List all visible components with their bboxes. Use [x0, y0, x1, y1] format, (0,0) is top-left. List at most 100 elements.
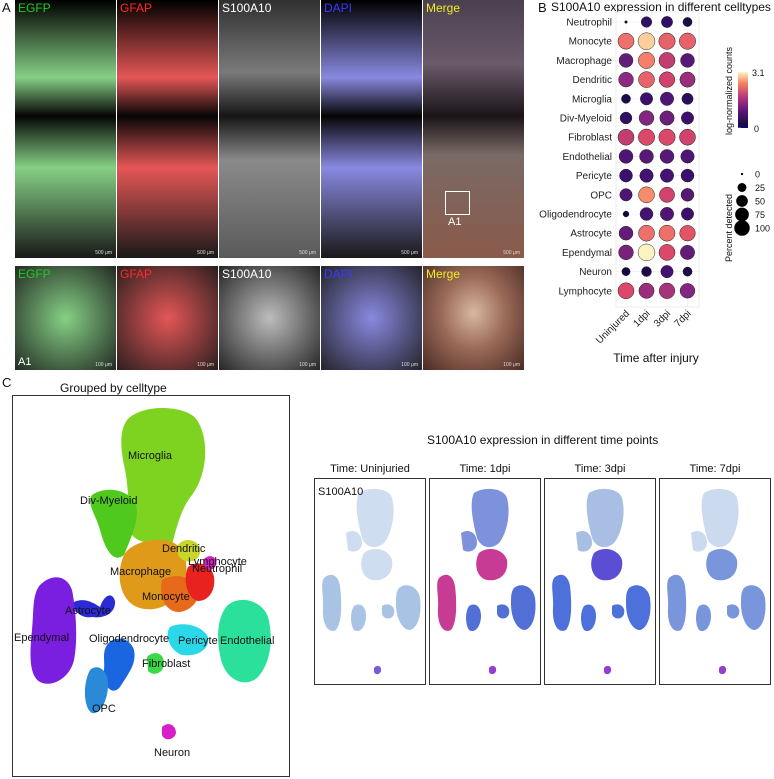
scale-bar-label: 500 μm: [95, 250, 112, 256]
umap-title: Grouped by celltype: [60, 381, 167, 395]
umap-label-pericyte: Pericyte: [178, 635, 218, 647]
dotplot-dot: [618, 71, 634, 88]
dotplot-dot: [622, 210, 630, 218]
umap-label-astrocyte: Astrocyte: [65, 605, 111, 617]
dotplot-dot: [638, 110, 655, 126]
dotplot-dot: [680, 168, 695, 183]
cluster-microglia: [121, 407, 206, 545]
time-panel-title: Time: 3dpi: [574, 463, 626, 475]
dotplot-row-label: Microglia: [572, 94, 612, 105]
panel-c-label: C: [2, 375, 12, 390]
cluster-ependymal: [30, 577, 77, 684]
dotplot-dot: [680, 53, 695, 68]
time-title: S100A10 expression in different time poi…: [427, 433, 659, 447]
umap-label-neutrophil: Neutrophil: [192, 563, 242, 575]
dotplot-dot: [640, 16, 653, 28]
dotplot-row-label: Oligodendrocyte: [539, 210, 612, 221]
size-legend-title: Percent detected: [724, 194, 734, 262]
overview-s100a10-image: S100A10 500 μm: [219, 0, 320, 258]
dotplot-dot: [618, 244, 634, 261]
umap-label-neuron: Neuron: [154, 747, 190, 759]
channel-label-merge: Merge: [426, 267, 461, 281]
dotplot-dot: [681, 111, 694, 125]
time-feature-plot: [544, 478, 656, 685]
dotplot-dot: [621, 267, 631, 276]
scale-bar-label: 100 μm: [95, 362, 112, 368]
time-panel-title: Time: 1dpi: [459, 463, 511, 475]
umap-label-monocyte: Monocyte: [142, 591, 190, 603]
dotplot-dot: [638, 51, 655, 69]
inset-egfp-image: EGFP 100 μm A1: [15, 266, 116, 370]
dotplot-dot: [661, 16, 673, 28]
size-legend-label: 75: [755, 210, 765, 220]
size-legend-dot: [736, 195, 748, 207]
overview-dapi-image: DAPI 500 μm: [321, 0, 422, 258]
dotplot-row-label: Neuron: [579, 267, 612, 278]
size-legend-dot: [734, 220, 750, 236]
umap-label-endothelial: Endothelial: [220, 635, 274, 647]
inset-box: [445, 191, 470, 215]
dotplot-row-label: Dendritic: [573, 75, 612, 86]
time-feature-plot: [429, 478, 541, 685]
dotplot-dot: [658, 32, 676, 50]
cluster-neuron: [162, 724, 176, 740]
channel-label-s100a10: S100A10: [222, 267, 272, 281]
dotplot-row-label: Div-Myeloid: [560, 114, 612, 125]
colorbar-min: 0: [754, 124, 759, 134]
dotplot-dot: [659, 110, 675, 126]
umap-label-oligodendrocyte: Oligodendrocyte: [89, 633, 169, 645]
dotplot-col-label: 7dpi: [672, 308, 693, 329]
dotplot-row-label: Ependymal: [562, 248, 612, 259]
overview-egfp-image: EGFP 500 μm: [15, 0, 116, 258]
channel-label-egfp: EGFP: [18, 1, 51, 15]
time-panel-title: Time: 7dpi: [689, 463, 741, 475]
cluster-dendritic: [178, 539, 201, 562]
channel-label-s100a10: S100A10: [222, 1, 272, 15]
dotplot-dot: [658, 244, 676, 261]
channel-label-gfap: GFAP: [120, 267, 153, 281]
dotplot-dot: [679, 283, 696, 299]
panel-a-label: A: [2, 0, 11, 15]
dotplot-dot: [624, 20, 628, 24]
dotplot-row-label: Pericyte: [576, 171, 613, 182]
size-legend-label: 50: [755, 197, 765, 207]
size-legend-label: 25: [755, 183, 765, 193]
umap-label-microglia: Microglia: [128, 450, 173, 462]
dotplot-dot: [637, 243, 656, 262]
dotplot-dot: [621, 93, 631, 104]
dotplot-dot: [639, 168, 654, 183]
dotplot-dot: [659, 186, 675, 203]
dotplot-dot: [640, 92, 653, 106]
dotplot-dot: [617, 128, 635, 146]
cluster-fibroblast: [147, 653, 164, 674]
overview-merge-image: Merge 500 μm A1: [423, 0, 524, 258]
dotplot-dot: [682, 17, 693, 27]
gene-label: S100A10: [318, 486, 363, 498]
dotplot-dot: [659, 149, 675, 164]
time-panel-title: Time: Uninjuried: [330, 463, 410, 475]
size-legend-label: 0: [755, 170, 760, 180]
dotplot-row-label: Monocyte: [569, 37, 613, 48]
colorbar-title: log-normalized counts: [724, 46, 734, 135]
dotplot-dot: [617, 32, 635, 50]
size-legend-dot: [735, 207, 749, 222]
cluster-endothelial: [218, 599, 271, 683]
dotplot-row-label: OPC: [590, 190, 612, 201]
dotplot-dot: [639, 149, 654, 164]
dotplot-row-label: Endothelial: [563, 152, 612, 163]
size-legend-label: 100: [755, 224, 770, 234]
cluster-opc: [84, 667, 108, 714]
dotplot-dot: [681, 92, 694, 105]
inset-merge-image: Merge 100 μm: [423, 266, 524, 370]
dotplot-row-label: Lymphocyte: [558, 286, 612, 297]
dotplot-dot: [680, 149, 695, 164]
dotplot-row-label: Macrophage: [556, 56, 612, 67]
overview-gfap-image: GFAP 500 μm: [117, 0, 218, 258]
scale-bar-label: 500 μm: [401, 250, 418, 256]
dotplot-dot: [658, 71, 676, 88]
scale-bar-label: 100 μm: [401, 362, 418, 368]
dotplot-row-label: Neutrophil: [566, 18, 612, 29]
size-legend-dot: [737, 183, 747, 192]
dotplot-col-label: 1dpi: [631, 308, 652, 329]
umap-label-lymphocyte: Lymphocyte: [188, 556, 247, 568]
